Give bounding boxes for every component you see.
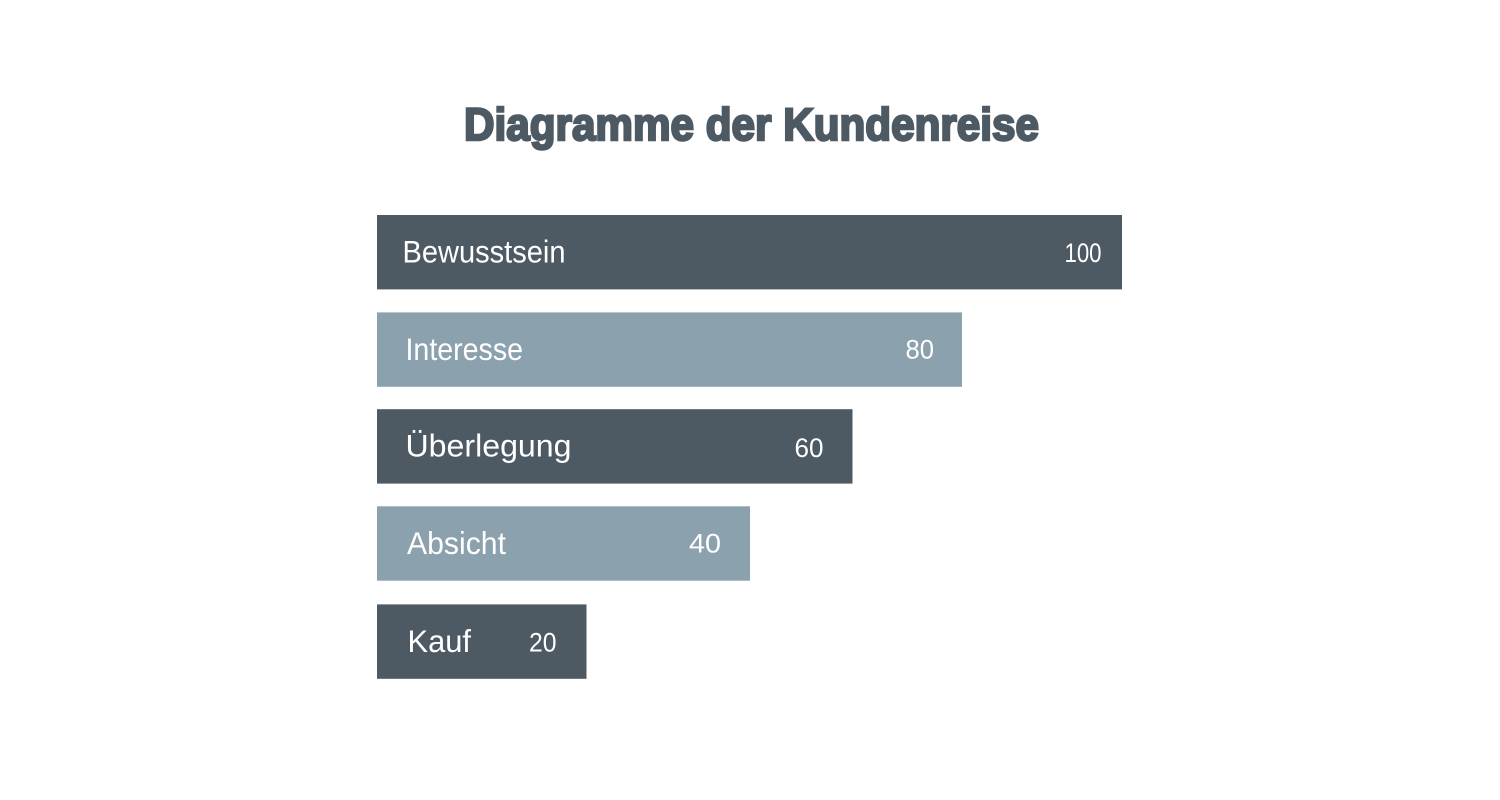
svg-text:20: 20 — [529, 627, 557, 657]
svg-text:100: 100 — [1065, 238, 1102, 268]
svg-text:Diagramme der Kundenreise: Diagramme der Kundenreise — [464, 99, 1039, 150]
svg-text:Absicht: Absicht — [407, 525, 506, 561]
svg-text:60: 60 — [795, 433, 824, 463]
svg-text:Bewusstsein: Bewusstsein — [403, 234, 566, 270]
svg-text:Überlegung: Überlegung — [406, 428, 572, 464]
svg-text:80: 80 — [906, 335, 935, 365]
svg-text:40: 40 — [689, 529, 721, 559]
svg-text:Kauf: Kauf — [408, 623, 472, 659]
svg-text:Interesse: Interesse — [406, 331, 524, 367]
